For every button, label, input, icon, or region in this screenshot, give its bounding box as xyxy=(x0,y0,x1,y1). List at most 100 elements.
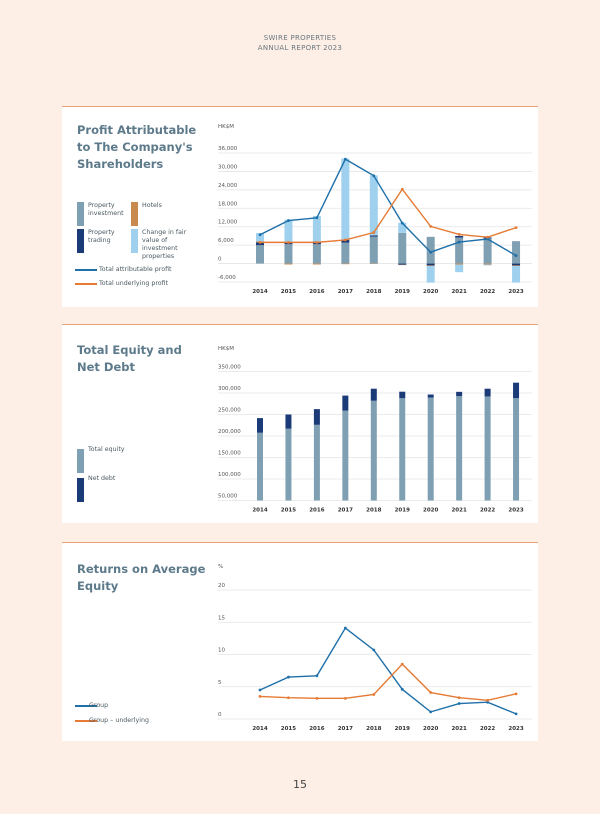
bar-property-investment xyxy=(312,244,321,264)
header-report: ANNUAL REPORT 2023 xyxy=(257,44,343,52)
total-profit-point xyxy=(429,250,433,254)
bar-net-debt xyxy=(427,394,434,398)
chart-title: Returns on Average Equity xyxy=(77,562,206,593)
underlying-profit-point xyxy=(457,232,461,236)
bar-total-equity xyxy=(285,428,292,501)
bar-fair-value xyxy=(512,266,521,283)
underlying-profit-point xyxy=(400,187,404,191)
legend-swatch-property-investment xyxy=(77,202,84,226)
y-tick-label: 6,000 xyxy=(218,238,234,244)
underlying-profit-point xyxy=(258,240,262,244)
bar-property-investment xyxy=(256,245,264,264)
bar-total-equity xyxy=(399,398,406,501)
total-profit-point xyxy=(315,216,319,220)
bar-fair-value xyxy=(369,175,378,236)
bar-net-debt xyxy=(313,409,320,425)
total-profit-point xyxy=(372,174,376,178)
total-profit-point xyxy=(400,221,404,225)
bar-total-equity xyxy=(370,400,377,501)
group-underlying-point xyxy=(315,696,319,700)
group-point xyxy=(457,702,461,705)
group-underlying-point xyxy=(457,696,461,700)
group-underlying-point xyxy=(372,693,376,696)
x-tick-label: 2018 xyxy=(366,508,381,514)
bar-property-trading xyxy=(455,235,464,238)
legend-property-investment: Property investment xyxy=(88,202,124,217)
total-profit-point xyxy=(287,219,290,222)
bar-total-equity xyxy=(257,432,263,501)
total-profit-point xyxy=(457,240,461,244)
x-tick-label: 2015 xyxy=(281,508,296,514)
x-tick-label: 2019 xyxy=(395,726,410,732)
chart-title: Profit Attributable to The Company's Sha… xyxy=(77,123,197,171)
group-underlying-point xyxy=(400,662,404,666)
group-point xyxy=(315,674,319,678)
x-tick-label: 2015 xyxy=(281,289,296,295)
bar-property-trading xyxy=(512,263,521,266)
bar-hotels xyxy=(341,263,350,265)
x-tick-label: 2022 xyxy=(480,508,495,514)
bar-fair-value xyxy=(398,222,407,233)
x-tick-label: 2020 xyxy=(423,508,438,514)
x-tick-label: 2017 xyxy=(338,508,353,514)
x-tick-label: 2022 xyxy=(480,289,495,295)
x-tick-label: 2023 xyxy=(508,726,523,732)
legend-line-total xyxy=(75,269,97,271)
x-tick-label: 2023 xyxy=(508,508,523,514)
header-company: SWIRE PROPERTIES xyxy=(263,34,337,42)
bar-hotels xyxy=(455,263,464,265)
legend-hotels: Hotels xyxy=(142,202,162,209)
bar-hotels xyxy=(483,263,492,265)
x-tick-label: 2015 xyxy=(281,726,296,732)
legend-swatch-equity xyxy=(77,449,84,473)
group-underlying-point xyxy=(429,691,433,694)
legend-group-underlying: Group – underlying xyxy=(89,717,149,724)
legend-property-trading: Property trading xyxy=(88,229,115,244)
underlying-profit-point xyxy=(343,238,347,242)
bar-hotels xyxy=(284,263,293,265)
group-underlying-point xyxy=(258,695,262,698)
bar-hotels xyxy=(512,265,521,267)
bar-property-investment xyxy=(512,241,521,264)
y-tick-label: 150,000 xyxy=(218,451,241,457)
underlying-profit-point xyxy=(514,226,518,230)
profit-card: Profit Attributable to The Company's Sha… xyxy=(62,106,538,307)
bar-property-trading xyxy=(369,235,378,237)
legend-swatch-fair-value xyxy=(131,229,138,253)
bar-fair-value xyxy=(483,264,492,266)
legend-swatch-property-trading xyxy=(77,229,84,253)
bar-fair-value xyxy=(426,266,435,283)
bar-fair-value xyxy=(312,215,321,242)
underlying-profit-point xyxy=(287,240,290,244)
group-point xyxy=(514,712,518,716)
bar-fair-value xyxy=(284,219,293,243)
page-number: 15 xyxy=(293,778,307,791)
bar-net-debt xyxy=(342,395,349,411)
bar-total-equity xyxy=(484,396,491,501)
bar-property-investment xyxy=(341,242,350,264)
bar-net-debt xyxy=(399,391,406,399)
x-tick-label: 2020 xyxy=(423,289,438,295)
y-tick-label: 200,000 xyxy=(218,429,241,435)
y-tick-label: 18,000 xyxy=(218,201,238,207)
group-point xyxy=(429,710,433,714)
underlying-profit-point xyxy=(486,235,489,239)
bar-property-investment xyxy=(455,237,464,264)
underlying-profit-point xyxy=(315,240,319,244)
unit-label: % xyxy=(218,564,223,570)
x-tick-label: 2017 xyxy=(338,289,353,295)
x-tick-label: 2016 xyxy=(309,726,324,732)
bar-total-equity xyxy=(456,396,463,501)
y-tick-label: 350,000 xyxy=(218,365,241,371)
y-tick-label: -6,000 xyxy=(218,275,236,281)
bar-net-debt xyxy=(456,391,463,397)
bar-hotels xyxy=(426,265,435,267)
roe-card: Returns on Average Equity Group Group – … xyxy=(62,542,538,741)
unit-label: HK$M xyxy=(218,124,234,130)
x-tick-label: 2019 xyxy=(395,289,410,295)
group-underlying-point xyxy=(514,692,518,696)
x-tick-label: 2016 xyxy=(309,289,324,295)
group-point xyxy=(486,700,489,704)
bar-property-investment xyxy=(284,244,293,264)
